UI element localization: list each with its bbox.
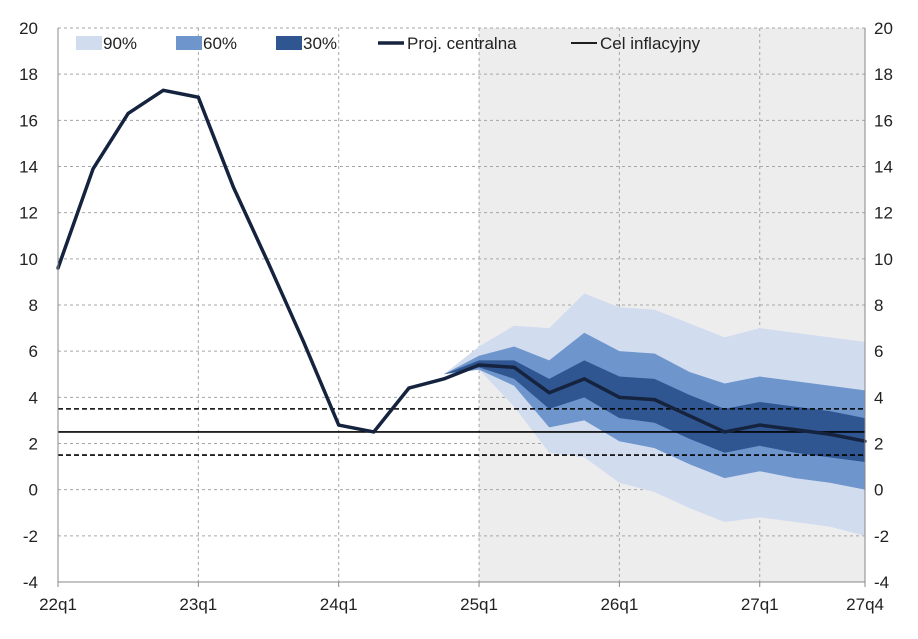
central-projection-point — [442, 377, 446, 381]
x-tick-label: 26q1 — [600, 595, 638, 614]
central-projection-point — [337, 423, 341, 427]
x-tick-label: 27q1 — [741, 595, 779, 614]
y-tick-label-left: -2 — [23, 527, 38, 546]
y-tick-label-left: 10 — [19, 250, 38, 269]
grid-layer — [58, 27, 865, 583]
y-tick-label-left: 12 — [19, 204, 38, 223]
central-projection-point — [266, 261, 271, 266]
central-projection-line — [56, 88, 866, 443]
x-tick-label: 22q1 — [39, 595, 77, 614]
central-projection-point — [793, 428, 797, 432]
x-tick-label: 27q4 — [846, 595, 884, 614]
legend-label-1: 60% — [203, 34, 237, 53]
y-tick-label-right: 16 — [874, 111, 893, 130]
legend-label-0: 90% — [103, 34, 137, 53]
y-tick-label-right: 10 — [874, 250, 893, 269]
fan-bands-layer — [443, 293, 865, 536]
y-tick-label-left: 8 — [29, 296, 38, 315]
central-projection-point — [617, 395, 621, 399]
central-projection-point — [652, 398, 657, 402]
central-projection-point — [723, 430, 727, 434]
y-tick-label-right: 14 — [874, 158, 893, 177]
y-tick-label-left: 18 — [19, 65, 38, 84]
central-projection-point — [512, 365, 516, 369]
central-projection-point — [302, 340, 306, 344]
central-projection-point — [372, 430, 376, 434]
y-tick-label-right: 4 — [874, 388, 883, 407]
central-projection-point — [91, 167, 95, 171]
central-projection-point — [547, 391, 551, 395]
central-projection-point — [126, 111, 130, 116]
y-tick-label-left: 14 — [19, 158, 38, 177]
legend: 90% 60% 30% Proj. centralna Cel inflacyjny — [76, 34, 701, 53]
legend-swatch-1 — [176, 36, 202, 50]
central-projection-point — [231, 185, 236, 189]
central-projection-point — [477, 363, 481, 367]
legend-swatch-0 — [76, 36, 102, 50]
y-tick-label-right: 0 — [874, 481, 883, 500]
y-tick-label-right: 6 — [874, 342, 883, 361]
y-tick-label-left: 0 — [29, 481, 38, 500]
y-tick-label-right: -2 — [874, 527, 889, 546]
y-tick-label-right: 12 — [874, 204, 893, 223]
y-tick-label-right: 2 — [874, 435, 883, 454]
legend-swatch-2 — [276, 36, 302, 50]
central-projection-point — [687, 414, 692, 418]
y-tick-label-left: 4 — [29, 388, 38, 407]
legend-label-4: Cel inflacyjny — [600, 34, 701, 53]
y-tick-label-right: 20 — [874, 19, 893, 38]
central-projection-point — [196, 95, 200, 99]
y-tick-label-right: -4 — [874, 573, 889, 592]
x-tick-label: 25q1 — [460, 595, 498, 614]
central-projection-point — [828, 432, 832, 436]
fan-band-30pct — [443, 360, 865, 462]
central-projection-point — [582, 377, 586, 381]
y-tick-label-left: 2 — [29, 435, 38, 454]
y-tick-label-left: -4 — [23, 573, 38, 592]
y-tick-label-left: 20 — [19, 19, 38, 38]
central-projection-point — [758, 423, 762, 427]
x-tick-label: 23q1 — [179, 595, 217, 614]
central-line-layer — [56, 88, 867, 443]
x-tick-label: 24q1 — [320, 595, 358, 614]
y-tick-label-right: 8 — [874, 296, 883, 315]
y-tick-label-right: 18 — [874, 65, 893, 84]
y-tick-label-left: 16 — [19, 111, 38, 130]
legend-label-3: Proj. centralna — [407, 34, 517, 53]
y-tick-label-left: 6 — [29, 342, 38, 361]
central-projection-point — [407, 386, 411, 390]
legend-label-2: 30% — [303, 34, 337, 53]
axis-layer: -4 -4 -2 -2 0 0 2 2 4 4 6 6 8 8 10 10 12 12 14 14 16 16 18 18 20… — [19, 19, 893, 614]
central-projection-point — [161, 88, 165, 92]
